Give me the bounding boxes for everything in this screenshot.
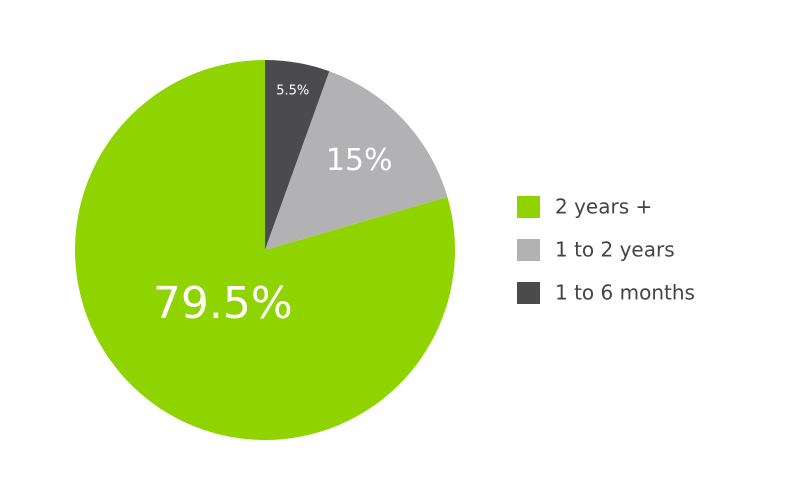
- legend-swatch: [517, 239, 540, 261]
- slice-label: 79.5%: [153, 278, 293, 329]
- slice-label: 15%: [326, 143, 393, 178]
- slice-label: 5.5%: [276, 83, 309, 98]
- legend-label: 2 years +: [555, 195, 652, 219]
- legend-swatch: [517, 282, 540, 304]
- legend-swatch: [517, 196, 540, 218]
- pie-slice: [265, 60, 330, 250]
- pie-slice: [265, 71, 448, 250]
- pie-slice: [75, 60, 456, 440]
- legend-label: 1 to 2 years: [555, 238, 675, 262]
- legend-label: 1 to 6 months: [555, 281, 695, 305]
